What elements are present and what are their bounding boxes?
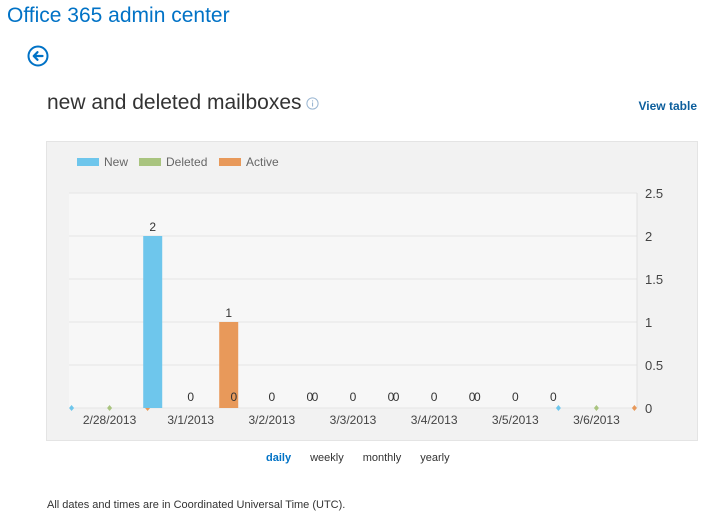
back-button[interactable]	[27, 45, 49, 67]
no-data-marker-deleted-3-6-2013	[593, 405, 599, 411]
x-tick-label: 3/4/2013	[411, 413, 458, 427]
x-tick-label: 3/3/2013	[330, 413, 377, 427]
legend-label-new: New	[104, 155, 128, 169]
y-tick-label: 1	[645, 315, 652, 330]
period-option-weekly[interactable]: weekly	[310, 452, 344, 464]
data-label-active-3-2-2013: 0	[307, 390, 314, 404]
back-arrow-icon	[27, 45, 49, 67]
y-tick-label: 2.5	[645, 186, 663, 201]
no-data-marker-new-3-6-2013	[555, 405, 561, 411]
bar-new-3-1-2013	[143, 236, 163, 408]
plot-area	[69, 193, 637, 408]
data-label-new-3-5-2013: 0	[474, 390, 481, 404]
x-tick-label: 3/2/2013	[248, 413, 295, 427]
chart-panel: 0 0.5 1 1.5 2 2.5 New Deleted Active 2/28/2013 3/1…	[46, 141, 698, 441]
data-label-new-3-3-2013: 0	[312, 390, 319, 404]
data-label-deleted-3-5-2013: 0	[512, 390, 519, 404]
data-label-active-3-1-2013: 1	[225, 306, 232, 320]
y-tick-label: 0.5	[645, 358, 663, 373]
legend-swatch-new	[77, 158, 99, 166]
legend-label-active: Active	[246, 155, 279, 169]
y-tick-label: 1.5	[645, 272, 663, 287]
bar-chart: 0 0.5 1 1.5 2 2.5 New Deleted Active 2/28/2013 3/1…	[69, 155, 663, 427]
data-label-deleted-3-4-2013: 0	[431, 390, 438, 404]
x-tick-label: 3/1/2013	[167, 413, 214, 427]
data-label-new-3-4-2013: 0	[393, 390, 400, 404]
legend-swatch-deleted	[139, 158, 161, 166]
period-option-yearly[interactable]: yearly	[420, 452, 450, 464]
data-label-deleted-3-2-2013: 0	[269, 390, 276, 404]
x-tick-label: 3/5/2013	[492, 413, 539, 427]
data-label-active-3-3-2013: 0	[388, 390, 395, 404]
y-tick-label: 0	[645, 401, 652, 416]
data-label-deleted-3-1-2013: 0	[187, 390, 194, 404]
no-data-marker-new-2-28-2013	[69, 405, 75, 411]
x-tick-label: 2/28/2013	[83, 413, 137, 427]
view-table-link[interactable]: View table	[638, 99, 697, 113]
period-selector: daily weekly monthly yearly	[266, 452, 469, 464]
legend-swatch-active	[219, 158, 241, 166]
y-tick-label: 2	[645, 229, 652, 244]
app-title: Office 365 admin center	[7, 4, 230, 27]
legend-label-deleted: Deleted	[166, 155, 207, 169]
data-label-new-3-1-2013: 2	[149, 220, 156, 234]
utc-footnote: All dates and times are in Coordinated U…	[47, 499, 346, 511]
bar-active-3-1-2013	[219, 322, 239, 408]
no-data-marker-deleted-2-28-2013	[107, 405, 113, 411]
data-label-active-3-4-2013: 0	[469, 390, 476, 404]
period-option-monthly[interactable]: monthly	[362, 452, 402, 464]
data-label-deleted-3-3-2013: 0	[350, 390, 357, 404]
page-title: new and deleted mailboxes	[47, 91, 302, 114]
data-label-active-3-5-2013: 0	[550, 390, 557, 404]
x-tick-label: 3/6/2013	[573, 413, 620, 427]
period-option-daily[interactable]: daily	[266, 452, 292, 464]
info-icon[interactable]	[306, 97, 319, 110]
no-data-marker-active-3-6-2013	[631, 405, 637, 411]
data-label-new-3-2-2013: 0	[231, 390, 238, 404]
